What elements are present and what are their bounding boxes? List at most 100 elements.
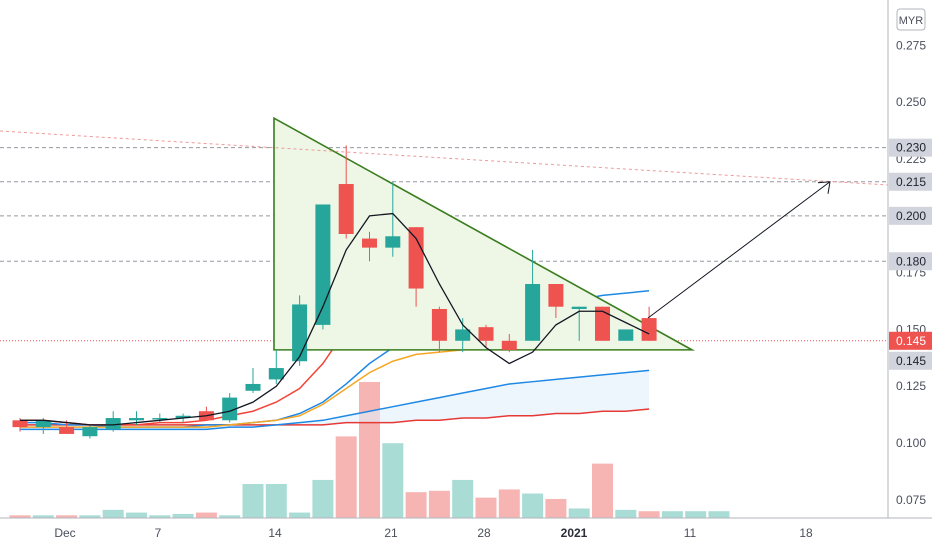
- candles: [12, 145, 657, 439]
- price-axis-ticks: 0.0750.1000.1250.1500.1750.2000.2250.250…: [896, 38, 926, 506]
- target-arrow-line: [647, 181, 831, 319]
- price-tick: 0.250: [896, 95, 926, 109]
- volume-bar: [149, 515, 171, 518]
- time-tick: 21: [384, 526, 398, 540]
- volume-bar: [335, 436, 357, 518]
- candle-body: [12, 420, 28, 428]
- currency-badge[interactable]: [896, 8, 926, 31]
- level-label-box: [889, 138, 932, 157]
- level-label-box: [889, 252, 932, 271]
- candle-body: [59, 427, 75, 434]
- candle-body: [501, 340, 517, 350]
- long-trend-line: [0, 130, 889, 186]
- volume-bar: [592, 463, 613, 518]
- volume-bar: [312, 479, 334, 518]
- level-label: 0.145: [896, 354, 926, 368]
- level-label-box: [889, 206, 932, 225]
- volume-bar: [32, 515, 54, 518]
- level-label-box: [889, 351, 932, 370]
- candle-body: [431, 308, 447, 341]
- candle-body: [222, 397, 238, 421]
- candle-body: [408, 227, 424, 289]
- ma-band: [20, 370, 650, 430]
- candle-body: [385, 236, 401, 248]
- volume-bar: [661, 511, 683, 518]
- price-tick: 0.100: [896, 436, 926, 450]
- volume-bar: [359, 382, 380, 518]
- candle-body: [478, 327, 494, 341]
- candle-body: [525, 283, 541, 341]
- volume-bar: [545, 498, 567, 518]
- level-label: 0.230: [896, 141, 926, 155]
- volume-bar: [685, 511, 707, 518]
- candle-body: [362, 238, 377, 248]
- time-axis-ticks: Dec 7 14 21 28 2021 11 18: [54, 526, 813, 540]
- volume-bar: [172, 513, 194, 518]
- time-tick: Dec: [54, 526, 75, 540]
- volume-bar: [615, 509, 637, 518]
- time-tick: 11: [684, 526, 697, 540]
- level-label-box: [889, 172, 932, 191]
- ma-black: [20, 212, 650, 426]
- candle-body: [641, 318, 657, 341]
- volume-bar: [265, 484, 287, 518]
- volume-bar: [568, 508, 590, 518]
- candle-body: [595, 306, 610, 341]
- candle-body: [618, 329, 634, 341]
- ma-wide-blue: [20, 369, 650, 431]
- candle-body: [152, 418, 168, 420]
- price-tick: 0.125: [896, 379, 926, 393]
- currency-label: MYR: [899, 15, 924, 27]
- volume-bars: [9, 382, 730, 518]
- volume-bar: [289, 512, 311, 518]
- price-level-labels: 0.230 0.215 0.200 0.180 0.145 0.145: [889, 138, 932, 370]
- volume-bar: [428, 490, 450, 518]
- time-tick: 2021: [561, 526, 588, 540]
- current-price-label: 0.145: [896, 334, 926, 348]
- volume-bar: [102, 509, 124, 518]
- volume-bar: [638, 511, 660, 518]
- time-tick: 7: [155, 526, 162, 540]
- level-label: 0.180: [896, 254, 926, 268]
- candle-body: [548, 283, 564, 307]
- candle-body: [175, 415, 191, 419]
- volume-bar: [475, 497, 497, 518]
- volume-bar: [56, 515, 78, 518]
- triangle-pattern: [273, 116, 696, 351]
- time-tick: 14: [268, 526, 282, 540]
- time-tick: 18: [799, 526, 813, 540]
- candle-body: [338, 184, 354, 235]
- candle-body: [245, 383, 261, 391]
- price-tick: 0.075: [896, 493, 926, 507]
- volume-bar: [126, 512, 147, 518]
- candle-body: [292, 304, 308, 362]
- candle-body: [268, 368, 284, 380]
- volume-bar: [242, 484, 264, 518]
- drawings: [0, 130, 889, 426]
- target-arrow-head: [817, 181, 831, 194]
- volume-bar: [498, 489, 520, 518]
- volume-bar: [9, 515, 31, 518]
- triangle-shape: [273, 116, 696, 351]
- volume-bar: [195, 512, 217, 518]
- candle-body: [315, 204, 331, 325]
- candle-body: [35, 420, 51, 428]
- level-label: 0.200: [896, 209, 926, 223]
- candle-body: [129, 418, 144, 421]
- level-label: 0.215: [896, 175, 926, 189]
- volume-bar: [708, 511, 730, 518]
- volume-bar: [405, 492, 427, 518]
- candle-body: [571, 306, 587, 309]
- volume-bar: [522, 493, 544, 518]
- candle-body: [455, 329, 471, 341]
- volume-bar: [219, 515, 241, 518]
- candle-body: [82, 427, 98, 437]
- volume-bar: [79, 515, 101, 518]
- time-tick: 28: [477, 526, 491, 540]
- current-price-box: [889, 331, 932, 350]
- candle-body: [105, 418, 121, 430]
- volume-bar: [452, 479, 474, 518]
- volume-bar: [382, 443, 404, 518]
- price-tick: 0.275: [896, 38, 926, 52]
